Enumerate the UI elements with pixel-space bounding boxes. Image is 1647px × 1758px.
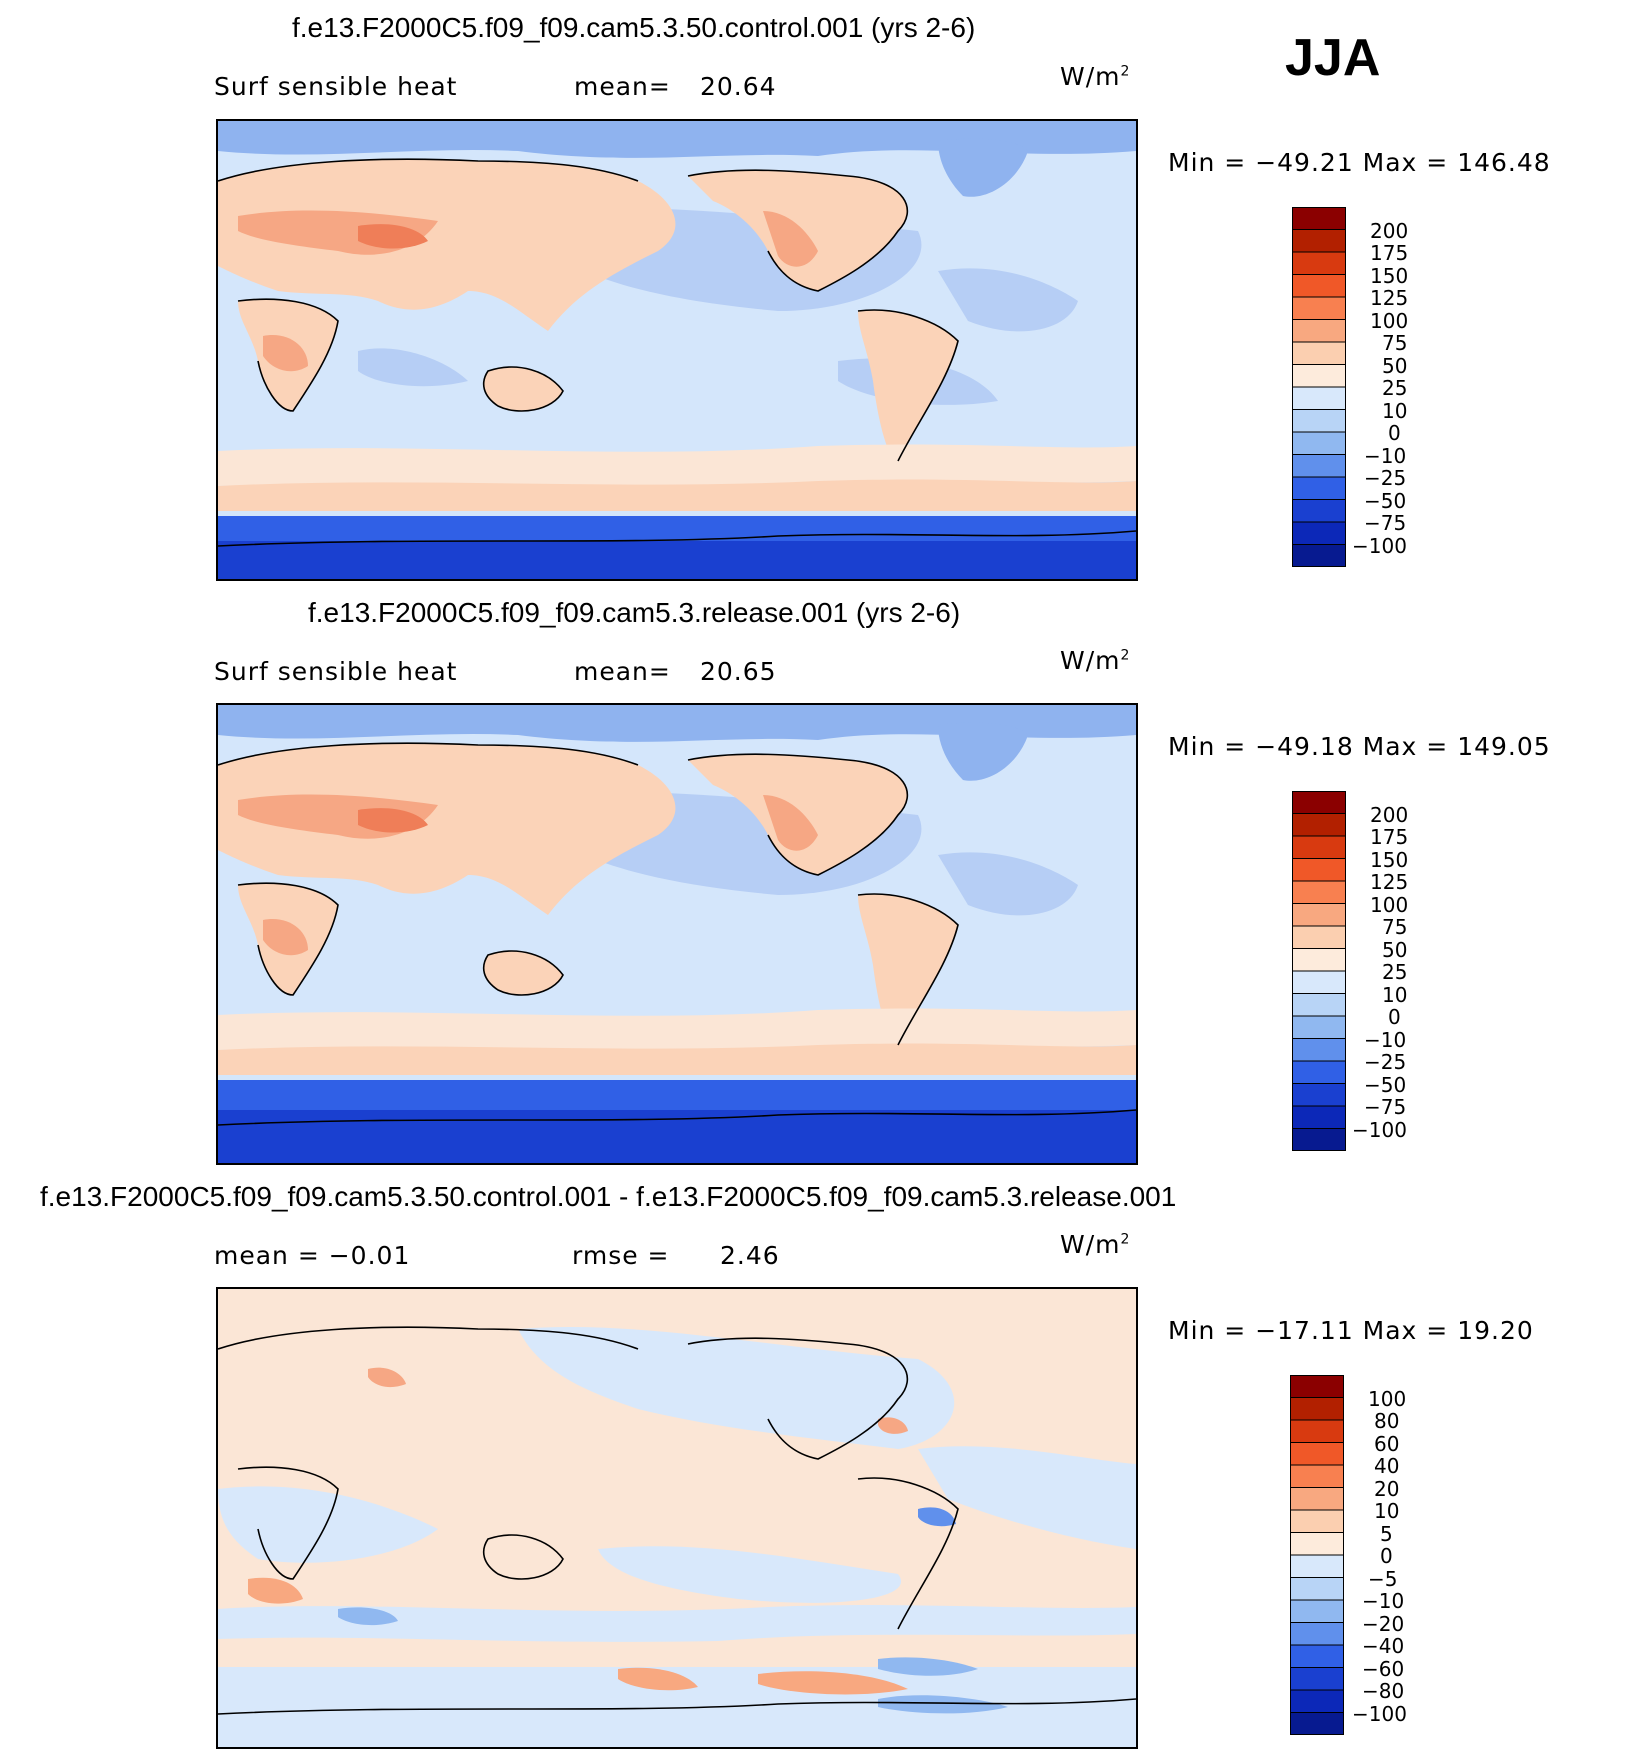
panel1-stat-label: mean=	[574, 72, 671, 101]
panel3-stat-value: 2.46	[720, 1241, 780, 1270]
panel3-cbar-label: 40	[1374, 1454, 1400, 1478]
panel3-cbar-label: 100	[1368, 1387, 1407, 1411]
panel1-cbar-label: 100	[1370, 309, 1409, 333]
panel3-cbar-label: −60	[1362, 1657, 1405, 1681]
panel3-cbar-label: −20	[1362, 1612, 1405, 1636]
panel2-cbar-label: −50	[1364, 1073, 1407, 1097]
panel2-units: W/m2	[1060, 646, 1131, 675]
panel2-title: f.e13.F2000C5.f09_f09.cam5.3.release.001…	[308, 597, 961, 628]
panel1-cbar-label: 75	[1382, 331, 1408, 355]
panel2-cbar-label: −75	[1364, 1095, 1407, 1119]
panel2-cbar-label: −10	[1364, 1028, 1407, 1052]
panel1-cbar-label: 150	[1370, 264, 1409, 288]
panel1-title: f.e13.F2000C5.f09_f09.cam5.3.50.control.…	[292, 12, 976, 43]
panel2-variable-label: Surf sensible heat	[214, 657, 458, 686]
panel2-cbar-label: 125	[1370, 870, 1409, 894]
panel1-colorbar-swatches	[1292, 207, 1346, 567]
panel2-cbar-label: 25	[1382, 960, 1408, 984]
panel1-cbar-label: 0	[1388, 421, 1401, 445]
panel1-cbar-label: −75	[1364, 511, 1407, 535]
panel2-cbar-label: −100	[1352, 1118, 1407, 1142]
panel3-mean-label: mean = −0.01	[214, 1241, 411, 1270]
panel1-map	[216, 119, 1138, 581]
panel1-stat-value: 20.64	[700, 72, 777, 101]
panel1-cbar-label: −100	[1352, 534, 1407, 558]
panel1-cbar-label: 10	[1382, 399, 1408, 423]
panel3-cbar-label: −100	[1352, 1702, 1407, 1726]
panel2-cbar-label: 0	[1388, 1005, 1401, 1029]
panel2-cbar-label: 175	[1370, 825, 1409, 849]
panel2-cbar-label: 150	[1370, 848, 1409, 872]
panel3-units: W/m2	[1060, 1230, 1131, 1259]
panel3-stat-label: rmse =	[572, 1241, 670, 1270]
panel1-cbar-label: 50	[1382, 354, 1408, 378]
panel1-colorbar: 200 175 150 125 100 75 50 25 10 0 −10 −2…	[1292, 207, 1408, 574]
panel3-cbar-label: −40	[1362, 1634, 1405, 1658]
panel2-cbar-label: 100	[1370, 893, 1409, 917]
panel2-stat-label: mean=	[574, 657, 671, 686]
panel1-cbar-label: 200	[1370, 219, 1409, 243]
panel3-cbar-label: 5	[1380, 1522, 1393, 1546]
panel3-cbar-label: −10	[1362, 1589, 1405, 1613]
panel3-cbar-label: 80	[1374, 1409, 1400, 1433]
panel2-cbar-label: 50	[1382, 938, 1408, 962]
panel1-cbar-label: 175	[1370, 241, 1409, 265]
panel2-cbar-label: −25	[1364, 1050, 1407, 1074]
panel3-minmax: Min = −17.11 Max = 19.20	[1168, 1316, 1534, 1345]
panel3-cbar-label: 20	[1374, 1477, 1400, 1501]
panel3-cbar-label: −80	[1362, 1679, 1405, 1703]
panel3-cbar-label: 0	[1380, 1544, 1393, 1568]
panel1-cbar-label: 125	[1370, 286, 1409, 310]
panel3-cbar-label: 60	[1374, 1432, 1400, 1456]
panel2-cbar-label: 75	[1382, 915, 1408, 939]
panel3-colorbar: 100 80 60 40 20 10 5 0 −5 −10 −20 −40 −6…	[1290, 1375, 1407, 1742]
season-label: JJA	[1285, 29, 1381, 87]
panel1-cbar-label: −10	[1364, 444, 1407, 468]
panel3-colorbar-swatches	[1290, 1375, 1344, 1735]
panel3-cbar-label: −5	[1368, 1567, 1398, 1591]
panel2-stat-value: 20.65	[700, 657, 777, 686]
panel3-cbar-label: 10	[1374, 1499, 1400, 1523]
panel2-map	[216, 703, 1138, 1165]
panel2-cbar-label: 10	[1382, 983, 1408, 1007]
panel1-units: W/m2	[1060, 62, 1131, 91]
panel2-colorbar: 200 175 150 125 100 75 50 25 10 0 −10 −2…	[1292, 791, 1408, 1158]
panel1-minmax: Min = −49.21 Max = 146.48	[1168, 148, 1551, 177]
panel1-cbar-label: −25	[1364, 466, 1407, 490]
panel1-variable-label: Surf sensible heat	[214, 72, 458, 101]
panel3-map	[216, 1287, 1138, 1749]
panel1-cbar-label: −50	[1364, 489, 1407, 513]
panel2-minmax: Min = −49.18 Max = 149.05	[1168, 732, 1551, 761]
panel1-cbar-label: 25	[1382, 376, 1408, 400]
panel2-cbar-label: 200	[1370, 803, 1409, 827]
panel3-title: f.e13.F2000C5.f09_f09.cam5.3.50.control.…	[40, 1181, 1177, 1212]
panel2-colorbar-swatches	[1292, 791, 1346, 1151]
